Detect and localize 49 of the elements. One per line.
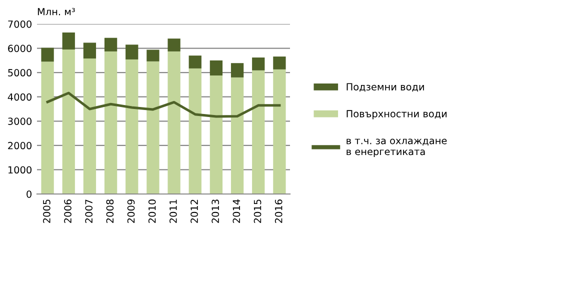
y-tick-label: 1000 [8,166,32,174]
x-tick-label: 2011 [170,200,177,223]
bar [188,56,202,68]
bar [273,69,286,194]
legend-label: Подземни води [346,83,424,92]
x-tick-label: 2008 [106,200,114,223]
y-tick-label: 6000 [8,44,32,52]
bar [210,75,223,194]
bar [146,50,160,62]
bar [62,50,75,194]
x-tick-label: 2005 [43,200,50,223]
x-tick-label: 2009 [127,200,135,223]
x-tick-label: 2007 [85,200,93,223]
y-tick-label: 5000 [8,69,32,76]
x-tick-label: 2006 [64,199,72,223]
bar [168,38,180,52]
bar [252,58,265,70]
bar [168,51,180,194]
bar [41,62,54,194]
y-tick-label: 2000 [8,142,32,150]
y-tick-label: 7000 [8,20,32,28]
bar [41,48,54,62]
bar [210,60,223,76]
bar [146,61,160,194]
line-series [46,92,281,118]
bar [104,38,118,52]
legend-label: Повърхностни води [346,110,447,120]
bar [273,56,286,70]
bar [126,59,138,194]
bar [126,44,138,60]
y-tick-label: 0 [26,190,32,198]
y-tick-label: 3000 [8,118,32,125]
x-tick-label: 2014 [232,199,240,223]
y-axis-title: Млн. м³ [38,8,75,16]
bar [230,77,244,194]
bar [83,58,96,194]
bar [252,70,265,194]
bar [188,68,202,194]
bar [62,32,75,50]
bar [230,63,244,78]
x-tick-label: 2013 [212,200,220,223]
x-tick-label: 2016 [274,199,282,223]
x-tick-label: 2012 [190,200,198,223]
bar [104,51,118,194]
x-tick-label: 2015 [254,200,262,223]
x-tick-label: 2010 [148,200,156,223]
bar [83,42,96,58]
y-tick-label: 4000 [8,93,32,101]
legend-label: в т.ч. за охлаждане в енергетиката [346,138,447,158]
